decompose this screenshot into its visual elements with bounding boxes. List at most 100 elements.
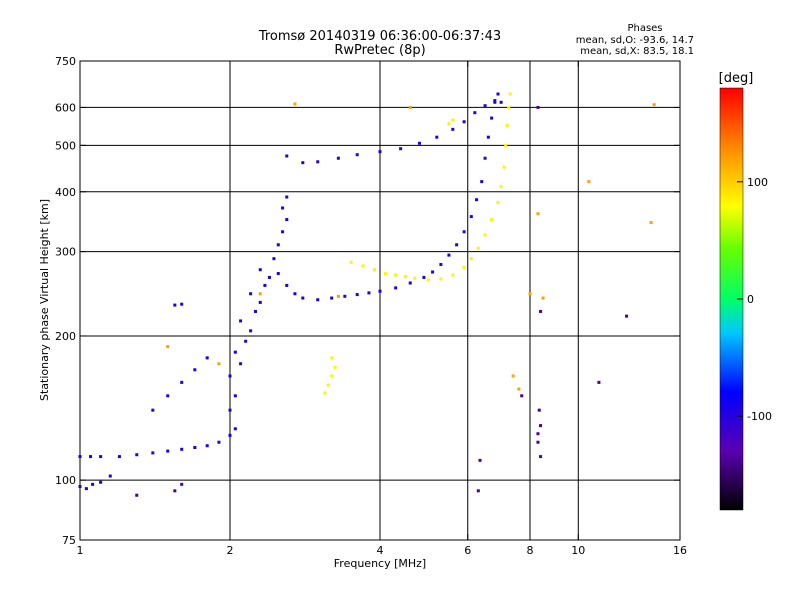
data-point [520, 394, 524, 398]
data-point [217, 362, 221, 366]
colorbar-tick-label: 0 [747, 293, 754, 306]
data-point [502, 165, 506, 169]
data-point [439, 262, 443, 266]
y-tick-label: 750 [55, 55, 76, 68]
x-tick-label: 8 [527, 544, 534, 557]
data-point [330, 374, 334, 378]
data-point [258, 300, 262, 304]
data-point [326, 383, 330, 387]
data-point [258, 292, 262, 296]
data-point [473, 111, 477, 115]
data-point [399, 147, 403, 151]
data-point [239, 319, 243, 323]
data-point [496, 92, 500, 96]
data-point [233, 427, 237, 431]
data-point [536, 432, 540, 436]
data-point [117, 455, 121, 459]
data-point [293, 292, 297, 296]
data-point [293, 102, 297, 106]
data-point [336, 156, 340, 160]
data-point [205, 444, 209, 448]
data-point [249, 292, 253, 296]
data-point [316, 298, 320, 302]
data-point [649, 221, 653, 225]
data-point [316, 160, 320, 164]
data-point [504, 143, 508, 147]
data-point [84, 487, 88, 491]
colorbar: [deg] 100 0 -100 [719, 71, 772, 511]
y-tick-label: 300 [55, 246, 76, 259]
colorbar-tick-label: -100 [747, 410, 772, 423]
data-point [493, 100, 497, 104]
chart-subtitle: RwPretec (8p) [334, 43, 425, 58]
data-point [505, 124, 509, 128]
data-point [483, 156, 487, 160]
data-point [166, 394, 170, 398]
data-point [272, 257, 276, 261]
data-point [507, 105, 511, 109]
y-tick-label: 75 [62, 534, 76, 547]
stats-o-mode: mean, sd,O: -93.6, 14.7 [576, 35, 694, 46]
data-point [258, 268, 262, 272]
y-axis-label: Stationary phase Virtual Height [km] [38, 199, 51, 401]
colorbar-tick-label: 100 [747, 176, 768, 189]
data-point [431, 270, 435, 274]
data-point [403, 275, 407, 279]
series-group [166, 102, 656, 391]
data-point [478, 458, 482, 462]
data-point [383, 272, 387, 276]
stats-x-mode: mean, sd,X: 83.5, 18.1 [580, 46, 694, 57]
data-points [78, 92, 656, 497]
series-group [323, 92, 512, 395]
series-group [135, 105, 629, 497]
data-point [539, 309, 543, 313]
data-point [539, 424, 543, 428]
data-point [422, 275, 426, 279]
data-point [233, 394, 237, 398]
data-point [281, 206, 285, 210]
x-axis-label: Frequency [MHz] [334, 557, 426, 570]
data-point [361, 264, 365, 268]
data-point [378, 289, 382, 293]
data-point [108, 474, 112, 478]
data-point [253, 309, 257, 313]
data-point [301, 161, 305, 165]
colorbar-label: [deg] [719, 71, 754, 86]
x-tick-label: 16 [673, 544, 687, 557]
data-point [625, 314, 629, 318]
data-point [408, 281, 412, 285]
grid-lines [80, 61, 680, 540]
data-point [490, 218, 494, 222]
data-point [493, 99, 497, 103]
y-tick-label: 600 [55, 101, 76, 114]
data-point [166, 345, 170, 349]
data-point [496, 200, 500, 204]
data-point [408, 105, 412, 109]
y-tick-label: 400 [55, 186, 76, 199]
chart-title: Tromsø 20140319 06:36:00-06:37:43 [258, 29, 501, 44]
data-point [239, 362, 243, 366]
data-point [228, 374, 232, 378]
data-point [349, 260, 353, 264]
data-point [330, 296, 334, 300]
data-point [541, 296, 545, 300]
data-point [180, 302, 184, 306]
data-point [343, 294, 347, 298]
y-tick-label: 200 [55, 330, 76, 343]
data-point [135, 493, 139, 497]
data-point [483, 233, 487, 237]
data-point [490, 116, 494, 120]
data-point [480, 180, 484, 184]
data-point [539, 455, 543, 459]
data-point [587, 180, 591, 184]
data-point [455, 243, 459, 247]
x-tick-label: 10 [571, 544, 585, 557]
data-point [417, 141, 421, 145]
data-point [476, 246, 480, 250]
data-point [528, 292, 532, 296]
series-group [78, 92, 500, 491]
data-point [336, 294, 340, 298]
data-point [281, 230, 285, 234]
data-point [394, 273, 398, 277]
